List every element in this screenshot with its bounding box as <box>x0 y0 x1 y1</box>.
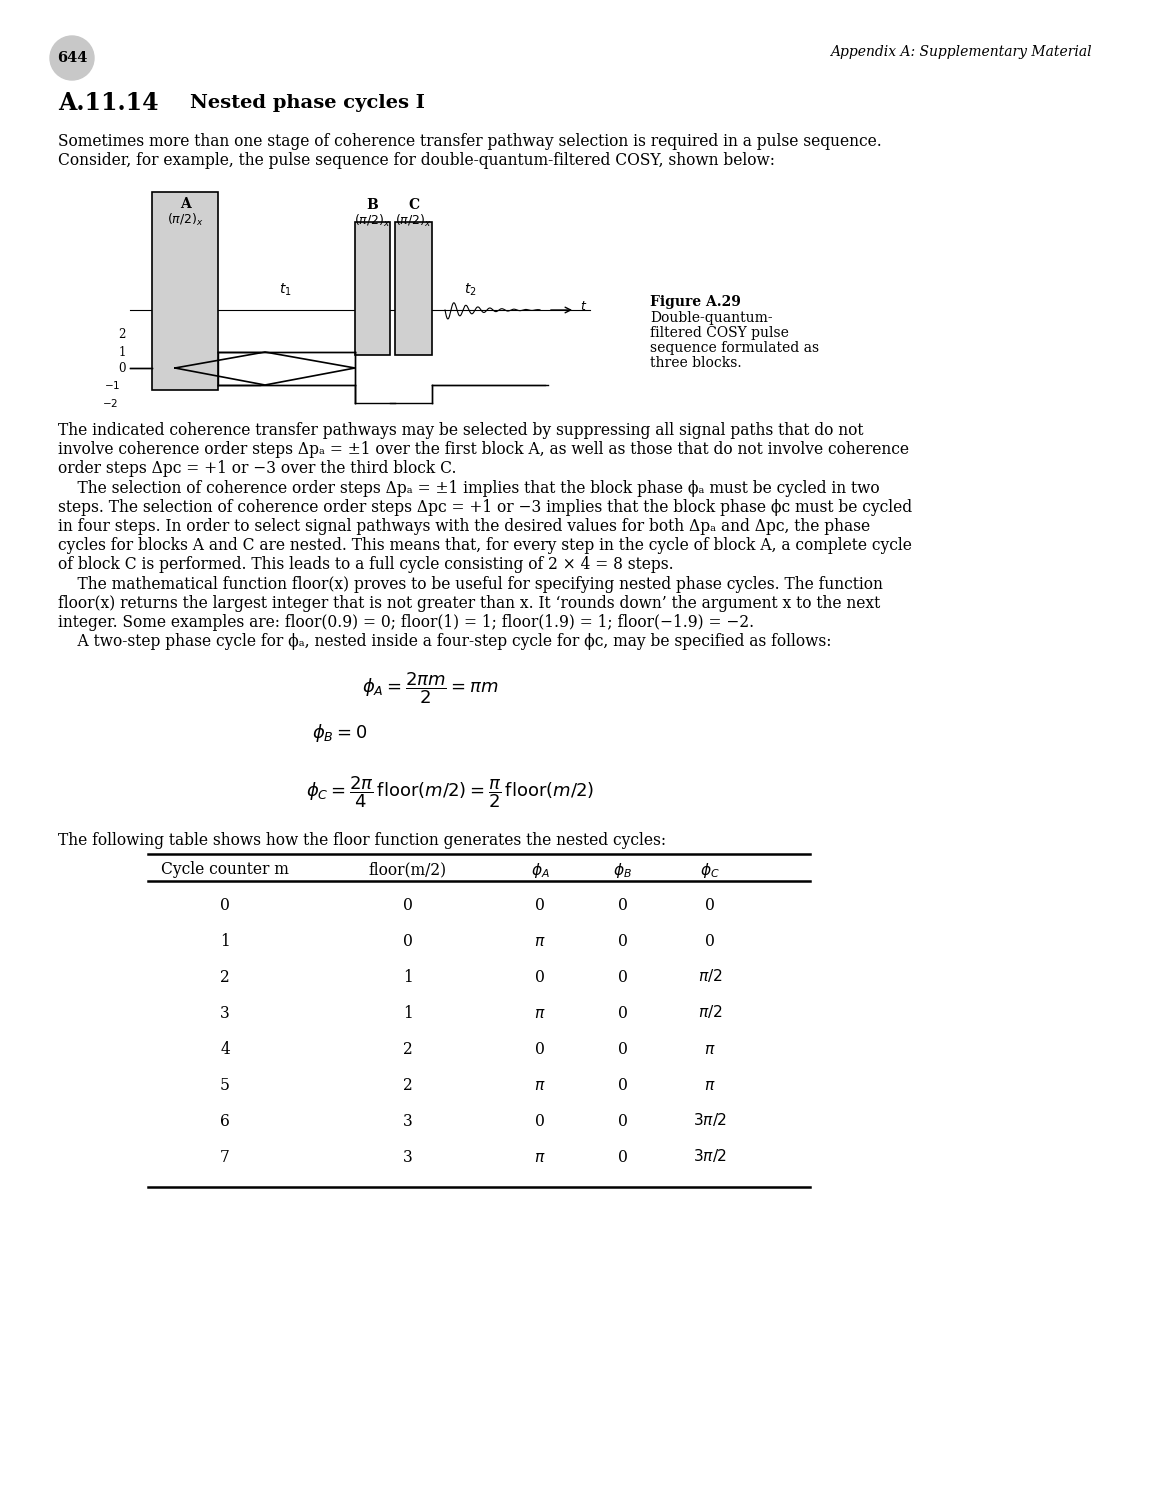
Text: cycles for blocks A and C are nested. This means that, for every step in the cyc: cycles for blocks A and C are nested. Th… <box>58 537 912 554</box>
Text: $\phi_C$: $\phi_C$ <box>700 861 720 880</box>
Text: $\pi$: $\pi$ <box>535 1077 546 1094</box>
Text: The following table shows how the floor function generates the nested cycles:: The following table shows how the floor … <box>58 833 666 849</box>
Text: involve coherence order steps Δpₐ = ±1 over the first block A, as well as those : involve coherence order steps Δpₐ = ±1 o… <box>58 441 909 458</box>
Text: $\pi$: $\pi$ <box>535 933 546 950</box>
Text: 644: 644 <box>56 51 88 64</box>
Text: $\phi_B$: $\phi_B$ <box>614 861 632 880</box>
Text: Appendix A: Supplementary Material: Appendix A: Supplementary Material <box>831 45 1092 58</box>
Text: $\pi/2$: $\pi/2$ <box>698 969 722 986</box>
Text: $\pi$: $\pi$ <box>535 1149 546 1166</box>
Text: three blocks.: three blocks. <box>650 356 742 370</box>
Text: 0: 0 <box>619 969 628 986</box>
Text: in four steps. In order to select signal pathways with the desired values for bo: in four steps. In order to select signal… <box>58 518 870 536</box>
Text: $t$: $t$ <box>579 300 588 312</box>
Circle shape <box>50 36 94 80</box>
Text: 0: 0 <box>220 897 230 914</box>
Text: 0: 0 <box>619 897 628 914</box>
Text: 2: 2 <box>220 969 230 986</box>
Bar <box>152 192 218 390</box>
Text: Figure A.29: Figure A.29 <box>650 296 741 309</box>
Text: integer. Some examples are: floor(0.9) = 0; floor(1) = 1; floor(1.9) = 1; floor(: integer. Some examples are: floor(0.9) =… <box>58 614 755 632</box>
Text: C: C <box>408 198 419 211</box>
Text: $3\pi/2$: $3\pi/2$ <box>692 1149 727 1166</box>
Text: 0: 0 <box>705 897 715 914</box>
Text: 7: 7 <box>220 1149 230 1166</box>
Text: 3: 3 <box>403 1113 412 1130</box>
Text: 2: 2 <box>403 1041 412 1058</box>
Text: The mathematical function floor(x) proves to be useful for specifying nested pha: The mathematical function floor(x) prove… <box>58 576 882 592</box>
Text: 5: 5 <box>220 1077 230 1094</box>
Text: Consider, for example, the pulse sequence for double-quantum-filtered COSY, show: Consider, for example, the pulse sequenc… <box>58 152 775 170</box>
Text: 1: 1 <box>220 933 230 950</box>
Text: sequence formulated as: sequence formulated as <box>650 340 819 356</box>
Text: 0: 0 <box>705 933 715 950</box>
Text: Nested phase cycles I: Nested phase cycles I <box>190 94 425 112</box>
Text: order steps Δpᴄ = +1 or −3 over the third block C.: order steps Δpᴄ = +1 or −3 over the thir… <box>58 460 456 477</box>
Bar <box>355 222 391 356</box>
Text: 6: 6 <box>220 1113 230 1130</box>
Text: Double-quantum-: Double-quantum- <box>650 310 773 326</box>
Text: $(\pi/2)_x$: $(\pi/2)_x$ <box>167 211 203 228</box>
Text: B: B <box>366 198 378 211</box>
Text: 0: 0 <box>535 897 545 914</box>
Bar <box>395 222 432 356</box>
Text: $\phi_A = \dfrac{2\pi m}{2} = \pi m$: $\phi_A = \dfrac{2\pi m}{2} = \pi m$ <box>362 670 498 705</box>
Text: 0: 0 <box>619 1005 628 1022</box>
Text: A: A <box>180 196 190 211</box>
Text: 0: 0 <box>619 1077 628 1094</box>
Text: 1: 1 <box>403 969 412 986</box>
Text: 0: 0 <box>403 933 412 950</box>
Text: 2: 2 <box>119 328 126 342</box>
Text: $(\pi/2)_x$: $(\pi/2)_x$ <box>355 213 391 230</box>
Text: $\pi/2$: $\pi/2$ <box>698 1005 722 1022</box>
Text: $3\pi/2$: $3\pi/2$ <box>692 1113 727 1130</box>
Text: filtered COSY pulse: filtered COSY pulse <box>650 326 789 340</box>
Text: 0: 0 <box>619 1149 628 1166</box>
Text: 0: 0 <box>535 969 545 986</box>
Text: The indicated coherence transfer pathways may be selected by suppressing all sig: The indicated coherence transfer pathway… <box>58 422 864 440</box>
Text: $-1$: $-1$ <box>104 380 120 392</box>
Text: 0: 0 <box>403 897 412 914</box>
Text: $\pi$: $\pi$ <box>535 1005 546 1022</box>
Text: 0: 0 <box>619 933 628 950</box>
Text: $t_1$: $t_1$ <box>279 282 291 298</box>
Text: 3: 3 <box>403 1149 412 1166</box>
Text: $(\pi/2)_x$: $(\pi/2)_x$ <box>395 213 432 230</box>
Text: $\phi_C = \dfrac{2\pi}{4}\,\mathrm{floor}(m/2) = \dfrac{\pi}{2}\,\mathrm{floor}(: $\phi_C = \dfrac{2\pi}{4}\,\mathrm{floor… <box>305 774 594 810</box>
Text: floor(x) returns the largest integer that is not greater than x. It ‘rounds down: floor(x) returns the largest integer tha… <box>58 596 880 612</box>
Text: 2: 2 <box>403 1077 412 1094</box>
Text: The selection of coherence order steps Δpₐ = ±1 implies that the block phase ϕₐ : The selection of coherence order steps Δ… <box>58 480 880 496</box>
Text: $\phi_B = 0$: $\phi_B = 0$ <box>312 722 367 744</box>
Text: Sometimes more than one stage of coherence transfer pathway selection is require: Sometimes more than one stage of coheren… <box>58 134 881 150</box>
Text: 0: 0 <box>535 1041 545 1058</box>
Text: $\pi$: $\pi$ <box>704 1077 715 1094</box>
Text: 0: 0 <box>535 1113 545 1130</box>
Text: 0: 0 <box>119 362 126 375</box>
Text: 3: 3 <box>220 1005 230 1022</box>
Text: $-2$: $-2$ <box>101 398 118 410</box>
Text: 4: 4 <box>220 1041 230 1058</box>
Text: $\phi_A$: $\phi_A$ <box>531 861 550 880</box>
Text: floor(m/2): floor(m/2) <box>369 861 447 877</box>
Text: 1: 1 <box>403 1005 412 1022</box>
Text: 1: 1 <box>119 345 126 358</box>
Text: Cycle counter m: Cycle counter m <box>161 861 289 877</box>
Text: 0: 0 <box>619 1041 628 1058</box>
Text: $t_2$: $t_2$ <box>463 282 476 298</box>
Text: steps. The selection of coherence order steps Δpᴄ = +1 or −3 implies that the bl: steps. The selection of coherence order … <box>58 500 912 516</box>
Text: A two-step phase cycle for ϕₐ, nested inside a four-step cycle for ϕᴄ, may be sp: A two-step phase cycle for ϕₐ, nested in… <box>58 633 832 650</box>
Text: $\pi$: $\pi$ <box>704 1041 715 1058</box>
Text: of block C is performed. This leads to a full cycle consisting of 2 × 4 = 8 step: of block C is performed. This leads to a… <box>58 556 674 573</box>
Text: 0: 0 <box>619 1113 628 1130</box>
Text: A.11.14: A.11.14 <box>58 92 159 116</box>
